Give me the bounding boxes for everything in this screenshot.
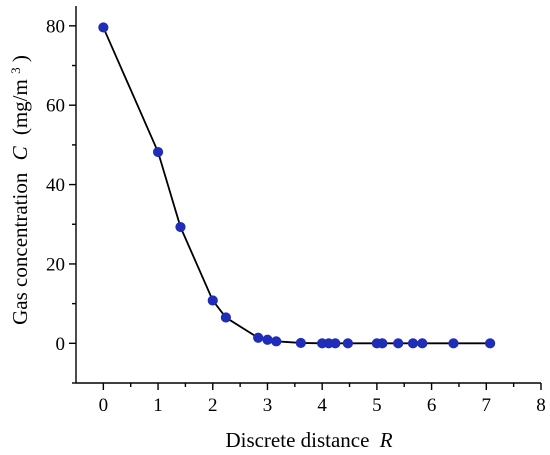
x-tick-label: 7: [482, 395, 492, 416]
data-point: [330, 338, 341, 349]
x-tick-label: 2: [208, 395, 218, 416]
y-tick-label: 20: [46, 254, 65, 275]
y-tick-label: 40: [46, 175, 65, 196]
data-point: [448, 338, 459, 349]
y-tick-label: 0: [56, 334, 66, 355]
x-tick-label: 0: [99, 395, 109, 416]
y-tick-label: 80: [46, 16, 65, 37]
data-point: [295, 337, 306, 349]
x-tick-label: 6: [427, 395, 437, 416]
x-tick-label: 5: [372, 395, 382, 416]
x-tick-label: 4: [317, 395, 327, 416]
data-point: [407, 338, 419, 349]
series-line: [102, 27, 491, 345]
y-axis-title: Gas concentration C (mg/m 3 ): [8, 55, 33, 325]
data-point: [98, 22, 109, 33]
y-axis-title-main: Gas concentration: [8, 172, 32, 325]
data-point: [485, 338, 496, 349]
x-tick-label: 8: [536, 395, 546, 416]
axes: [75, 6, 541, 384]
y-axis-title-variable: C: [8, 145, 32, 160]
y-axis-title-unit-superscript: 3: [8, 67, 23, 74]
data-point: [175, 221, 186, 233]
data-point: [152, 146, 164, 158]
data-point: [253, 332, 264, 343]
data-point: [207, 295, 218, 306]
data-point: [271, 336, 282, 347]
x-tick-label: 1: [153, 395, 163, 416]
data-point: [262, 334, 273, 345]
y-tick-label: 60: [46, 96, 65, 117]
data-point: [417, 338, 428, 349]
data-point: [220, 312, 231, 323]
y-axis-title-unit-close: ): [8, 55, 32, 62]
x-axis-title-main: Discrete distance: [225, 428, 369, 452]
data-point: [342, 338, 353, 349]
y-axis-title-unit-open: (mg/m: [8, 79, 32, 135]
series-layer: [98, 22, 496, 349]
x-axis-title: Discrete distance R: [225, 428, 392, 452]
x-axis-title-variable: R: [379, 428, 393, 452]
x-tick-label: 3: [263, 395, 273, 416]
data-point: [393, 338, 404, 349]
data-point: [377, 338, 388, 349]
